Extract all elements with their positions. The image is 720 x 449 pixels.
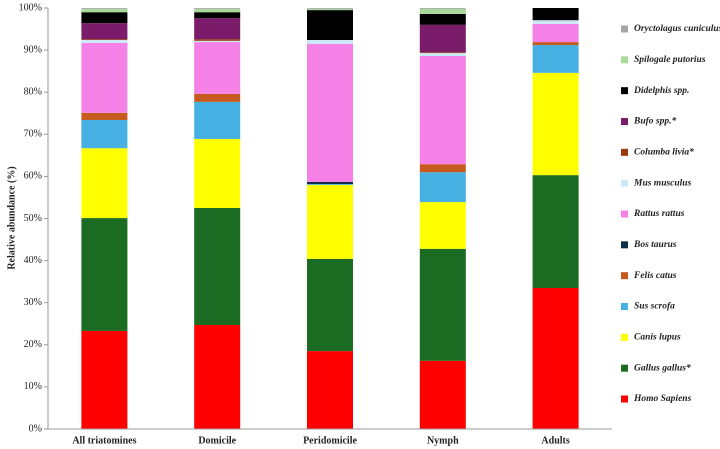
bar-segment [194,207,241,326]
y-tick-label: 30% [24,297,42,308]
bar-segment [419,8,466,14]
bar-segment [532,8,579,21]
bar-segment [307,183,353,185]
y-axis-label: Relative abundance (%) [6,166,17,269]
legend-label: Columba livia* [634,147,694,158]
y-tick-label: 100% [19,2,42,13]
bar-segment [532,287,579,429]
bar-segment [419,360,466,429]
bar-segment [419,13,466,25]
bar-segment [419,55,466,165]
y-tick-label: 10% [24,381,42,392]
bar-segment [419,52,466,54]
bar-segment [81,119,128,149]
bar-segment [307,39,353,44]
x-tick-label: Peridomicile [303,435,357,446]
legend-label: Spilogale putorius [634,55,706,65]
y-tick-label: 0% [29,423,42,434]
bar-segment [194,138,241,208]
bar-segment [81,112,128,120]
bar-segment [307,10,353,40]
legend-label: Gallus gallus* [634,362,691,373]
bar-segment [532,20,579,24]
y-tick-label: 50% [24,213,42,224]
bar-segment [532,23,579,43]
y-tick-label: 70% [24,129,42,140]
legend-label: Didelphis spp. [633,86,689,96]
bar-segment [419,248,466,361]
legend-swatch [621,56,628,64]
bar-segment [194,8,241,9]
bar-segment [307,8,353,9]
bar-segment [307,8,353,11]
bar-segment [307,258,353,352]
bar-segment [419,202,466,249]
bar-segment [81,39,128,43]
legend-swatch [621,303,628,310]
legend-swatch [621,148,628,156]
legend-swatch [621,272,628,280]
x-tick-label: Adults [541,435,569,446]
legend-label: Oryctolagus cuniculus [634,24,720,34]
bar-segment [194,325,241,429]
x-tick-label: Nymph [427,435,459,446]
legend-label: Bos taurus [633,240,677,250]
legend-swatch [621,118,628,125]
bar-segment [194,18,241,40]
bar-segment [81,8,128,13]
bar-segment [81,330,128,429]
legend-swatch [621,333,628,341]
bar-segment [194,12,241,19]
bar-segment [532,42,579,46]
legend-label: Sus scrofa [634,302,675,312]
bar-segment [194,42,241,94]
y-tick-label: 60% [24,171,42,182]
bar-segment [81,42,128,113]
x-tick-label: All triatomines [72,435,136,446]
bar-segment [194,40,241,43]
bar-segment [532,45,579,73]
bar-segment [194,39,241,41]
legend-label: Bufo spp.* [633,116,676,127]
bar-segment [307,181,353,184]
y-tick-label: 40% [24,255,42,266]
legend-swatch [621,179,628,187]
y-tick-label: 90% [24,44,42,55]
legend-label: Canis lupus [634,333,681,343]
bar-segment [194,101,241,139]
bar-segment [194,8,241,13]
legend-label: Rattus rattus [633,209,685,219]
bar-segment [419,172,466,203]
bar-segment [81,23,128,40]
legend-swatch [621,364,628,372]
legend-swatch [621,87,628,95]
bar-segment [81,148,128,219]
legend-swatch [621,241,628,249]
legend-label: Felis catus [633,271,677,281]
bar-segment [307,184,353,259]
bar-segment [419,24,466,53]
bar-segment [81,39,128,40]
bar-segment [307,351,353,429]
legend-swatch [621,395,628,403]
y-tick-label: 20% [24,339,42,350]
legend-label: Mus musculus [633,178,692,188]
bar-segment [81,12,128,24]
bar-segment [194,93,241,102]
x-tick-label: Domicile [198,435,236,446]
bar-segment [419,8,466,9]
legend-swatch [621,25,628,33]
bar-segment [532,72,579,176]
y-tick-label: 80% [24,86,42,97]
bar-segment [307,43,353,182]
bar-segment [81,8,128,9]
bar-segment [81,218,128,331]
legend-swatch [621,210,628,218]
bar-segment [532,175,579,288]
legend-label: Homo Sapiens [633,394,692,404]
bar-segment [419,164,466,173]
bar-segment [419,53,466,56]
